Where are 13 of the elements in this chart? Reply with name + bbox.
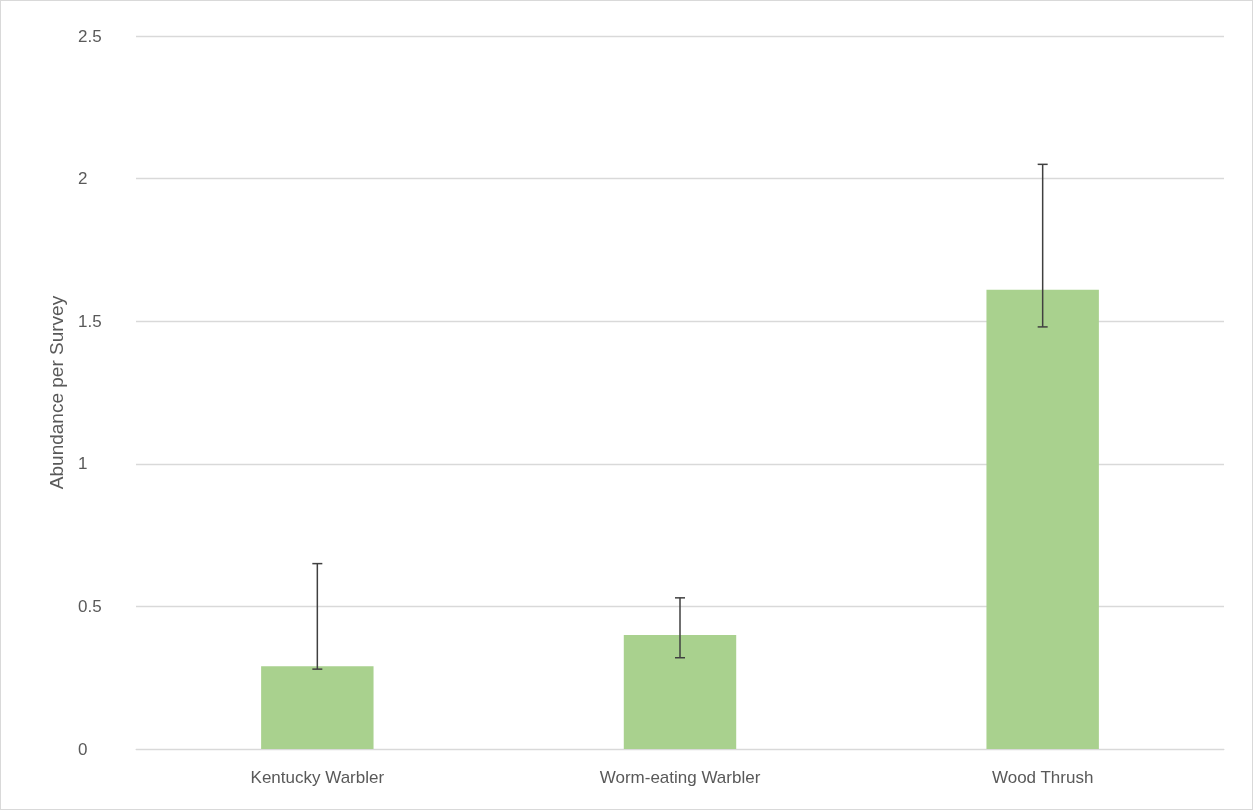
bar xyxy=(261,666,374,749)
x-tick-label: Wood Thrush xyxy=(991,768,1094,787)
y-tick-label: 1 xyxy=(78,454,88,474)
y-tick-label: 0.5 xyxy=(78,596,102,616)
y-tick-label: 1.5 xyxy=(78,311,102,331)
bar xyxy=(986,289,1099,749)
x-tick-label: Kentucky Warbler xyxy=(250,768,385,787)
y-tick-label: 0 xyxy=(78,739,88,759)
y-tick-label: 2.5 xyxy=(78,26,102,46)
x-tick-label: Worm-eating Warbler xyxy=(599,768,761,787)
y-axis-title: Abundance per Survey xyxy=(46,295,67,490)
y-tick-label: 2 xyxy=(78,169,88,189)
bar xyxy=(623,634,737,749)
